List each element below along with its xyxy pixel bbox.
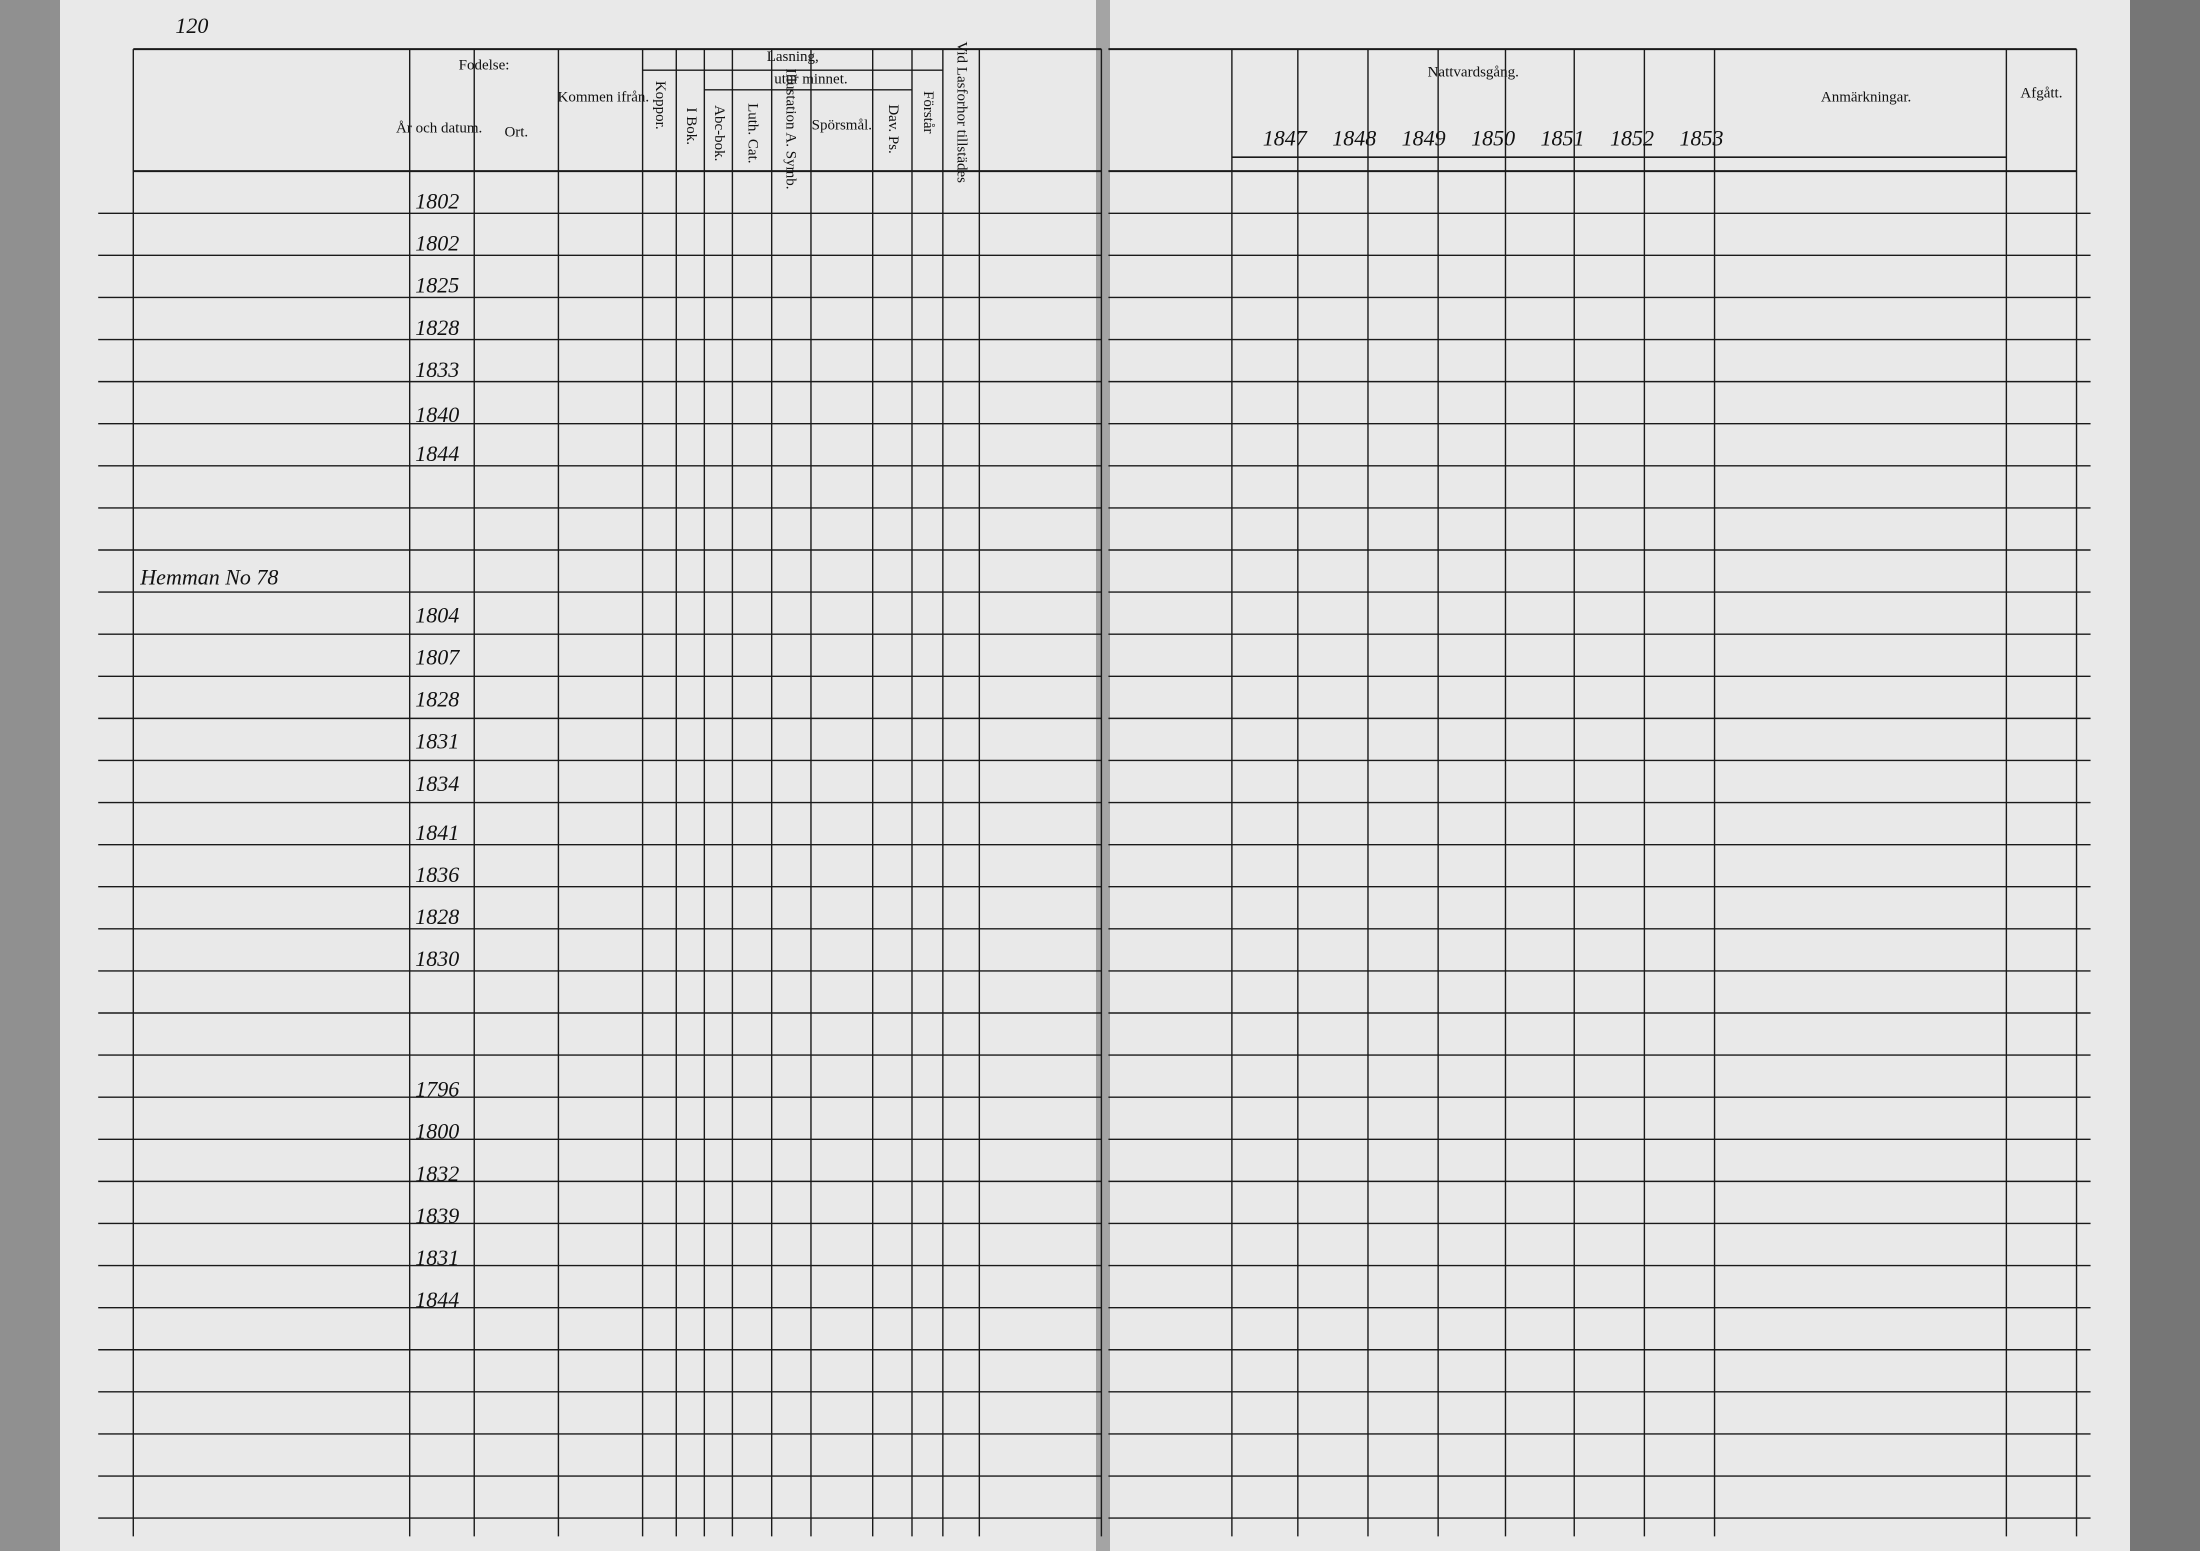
birth-year: 1832 xyxy=(415,1161,459,1186)
header-remarks: Anmärkningar. xyxy=(1821,90,1911,106)
birth-year: 1834 xyxy=(415,771,459,796)
right-edge xyxy=(2130,0,2200,1551)
left-edge xyxy=(0,0,60,1551)
header-place: Ort. xyxy=(504,125,528,141)
year-heading: 1847 xyxy=(1263,125,1308,150)
birth-year: 1825 xyxy=(415,273,459,298)
birth-year: 1844 xyxy=(415,1287,459,1312)
section-label: Hemman No 78 xyxy=(139,565,278,590)
header-smallpox: Koppor. xyxy=(652,81,668,130)
birth-year: 1844 xyxy=(415,441,459,466)
year-heading: 1852 xyxy=(1610,125,1654,150)
birth-year: 1840 xyxy=(415,402,459,427)
header-questions: Spörsmål. xyxy=(812,118,872,134)
header-departed: Afgått. xyxy=(2020,85,2062,101)
year-heading: 1853 xyxy=(1679,125,1723,150)
header-in-book: I Bok. xyxy=(683,108,699,146)
header-birth: Fodelse: xyxy=(459,57,510,73)
header-dav-ps: Dav. Ps. xyxy=(885,104,901,153)
header-communion: Nattvardsgång. xyxy=(1428,64,1519,80)
birth-year: 1831 xyxy=(415,729,459,754)
header-reading: Lasning, xyxy=(767,49,819,65)
birth-year: 1802 xyxy=(415,188,459,213)
birth-year: 1828 xyxy=(415,687,459,712)
birth-year: 1836 xyxy=(415,862,459,887)
birth-year: 1804 xyxy=(415,602,459,627)
header-abc-book: Abc-bok. xyxy=(711,105,727,161)
birth-year: 1796 xyxy=(415,1077,459,1102)
birth-year: 1831 xyxy=(415,1245,459,1270)
birth-year: 1830 xyxy=(415,946,459,971)
year-heading: 1850 xyxy=(1471,125,1515,150)
header-date: År och datum. xyxy=(396,121,482,137)
book-gutter xyxy=(1096,0,1110,1551)
header-illustration: Illustation A. Symb. xyxy=(782,69,798,190)
birth-year: 1833 xyxy=(415,357,459,382)
header-came-from: Kommen ifrån. xyxy=(557,90,649,106)
birth-year: 1802 xyxy=(415,231,459,256)
header-by-heart: utur minnet. xyxy=(774,71,847,87)
year-heading: 1851 xyxy=(1541,125,1585,150)
birth-year: 1839 xyxy=(415,1203,459,1228)
birth-year: 1800 xyxy=(415,1119,459,1144)
year-heading: 1849 xyxy=(1402,125,1446,150)
page-number: 120 xyxy=(175,13,208,38)
year-heading: 1848 xyxy=(1332,125,1376,150)
birth-year: 1841 xyxy=(415,820,459,845)
header-understands: Förstår xyxy=(920,91,936,134)
birth-year: 1828 xyxy=(415,904,459,929)
birth-year: 1807 xyxy=(415,644,460,669)
birth-year: 1828 xyxy=(415,315,459,340)
header-present: Vid Lasforhor tillstädes xyxy=(954,41,970,183)
header-luth-cat: Luth. Cat. xyxy=(745,103,761,163)
